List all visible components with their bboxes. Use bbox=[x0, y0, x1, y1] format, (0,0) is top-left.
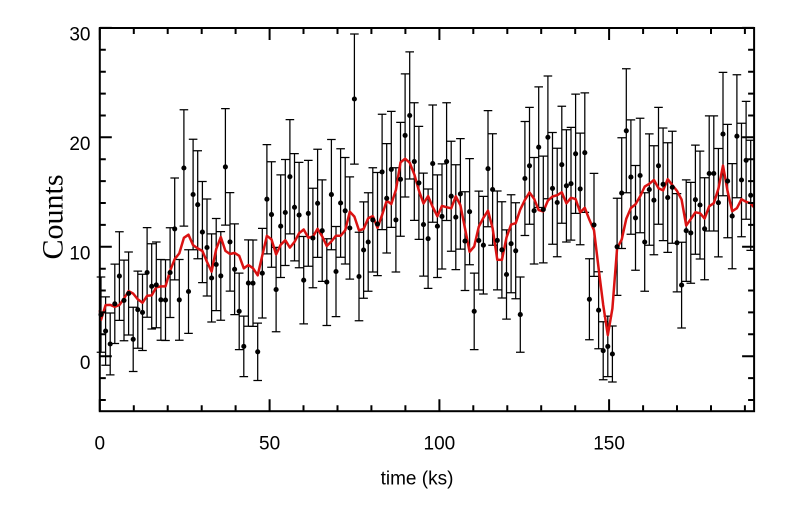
svg-text:150: 150 bbox=[593, 433, 625, 454]
svg-text:0: 0 bbox=[95, 433, 106, 454]
svg-text:20: 20 bbox=[69, 134, 90, 155]
svg-text:0: 0 bbox=[80, 353, 91, 374]
svg-text:10: 10 bbox=[69, 243, 90, 264]
svg-text:50: 50 bbox=[259, 433, 280, 454]
svg-text:Counts: Counts bbox=[37, 174, 70, 259]
svg-text:100: 100 bbox=[424, 433, 456, 454]
svg-text:30: 30 bbox=[69, 25, 90, 46]
svg-text:time (ks): time (ks) bbox=[381, 469, 454, 490]
